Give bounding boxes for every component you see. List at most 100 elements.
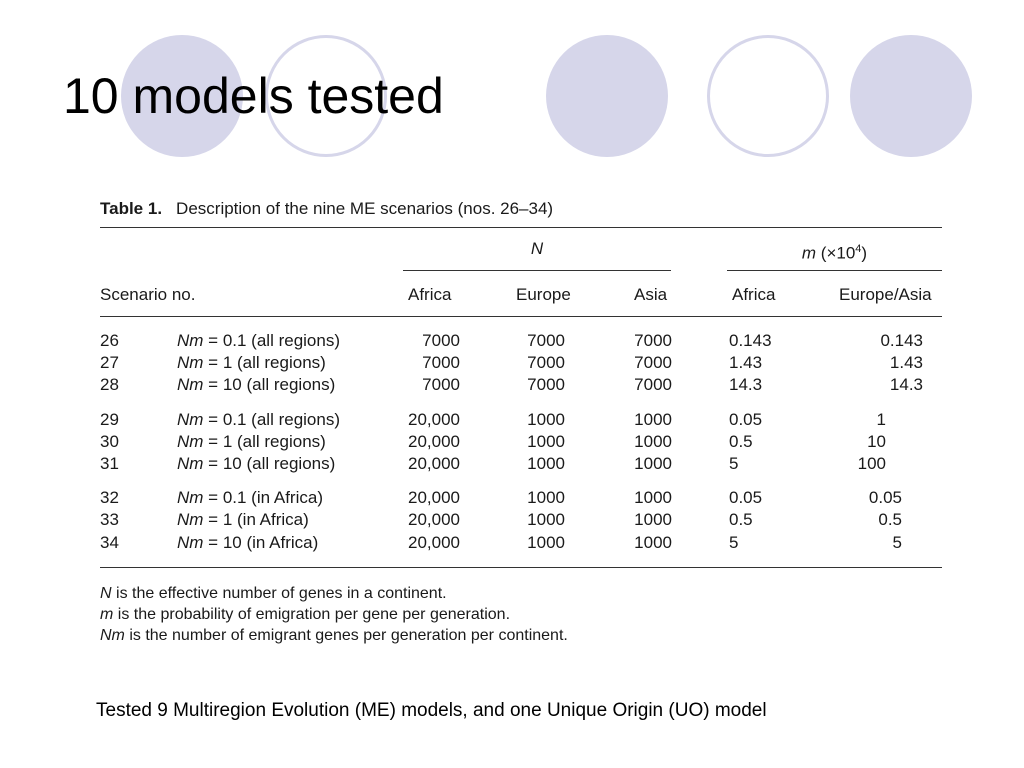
decor-circle-4 [707, 35, 829, 157]
description-text: = 0.1 (in Africa) [203, 488, 323, 507]
cell-europe: 1000 [527, 410, 565, 429]
footnote-symbol: Nm [100, 627, 125, 644]
cell-description: Nm = 1 (in Africa) [177, 510, 309, 530]
cell-no: 32 [100, 488, 119, 507]
description-text: = 1 (all regions) [203, 353, 326, 372]
footnote-text: is the probability of emigration per gen… [113, 606, 511, 623]
col-header-asia-n: Asia [634, 285, 668, 304]
cell-africa: 20,000 [408, 488, 460, 507]
nm-symbol: Nm [177, 510, 204, 529]
cell-europe: 1000 [527, 432, 565, 451]
cell-asia: 1000 [634, 533, 672, 552]
cell-m-eurasia: 10 [867, 432, 886, 451]
footnote: m is the probability of emigration per g… [100, 604, 568, 625]
cell-africa: 20,000 [408, 410, 460, 429]
cell-no: 30 [100, 432, 119, 451]
description-text: = 1 (in Africa) [203, 510, 309, 529]
description-text: = 10 (all regions) [203, 375, 336, 394]
cell-m-africa: 1.43 [729, 353, 763, 372]
cell-description: Nm = 0.1 (in Africa) [177, 488, 323, 508]
group-header-m-exp: 4 [855, 243, 862, 255]
col-header-africa-m: Africa [732, 285, 776, 304]
nm-symbol: Nm [177, 432, 204, 451]
table-label: Table 1. [100, 199, 163, 218]
cell-africa: 20,000 [408, 432, 460, 451]
cell-europe: 7000 [527, 331, 565, 350]
group-rule-n [403, 270, 671, 271]
col-header-scenario: Scenario no. [100, 285, 196, 304]
group-header-m-symbol: m [801, 243, 817, 263]
cell-m-africa: 14.3 [729, 375, 763, 394]
table-caption: Table 1. Description of the nine ME scena… [100, 199, 553, 219]
cell-description: Nm = 10 (all regions) [177, 454, 335, 474]
cell-europe: 1000 [527, 533, 565, 552]
cell-asia: 7000 [634, 353, 672, 372]
header-rule [100, 316, 942, 317]
footnote-text: is the number of emigrant genes per gene… [124, 627, 568, 644]
cell-description: Nm = 10 (all regions) [177, 375, 335, 395]
col-header-eurasia-m: Europe/Asia [839, 285, 932, 304]
col-header-africa-n: Africa [408, 285, 452, 304]
cell-description: Nm = 1 (all regions) [177, 432, 326, 452]
cell-asia: 1000 [634, 454, 672, 473]
cell-europe: 1000 [527, 454, 565, 473]
cell-description: Nm = 1 (all regions) [177, 353, 326, 373]
footnote-symbol: m [100, 606, 114, 623]
footnote-text: is the effective number of genes in a co… [111, 585, 447, 602]
table-footnotes: N is the effective number of genes in a … [100, 583, 568, 646]
decor-circle-1 [121, 35, 243, 157]
cell-m-eurasia: 0.143 [880, 331, 923, 350]
cell-m-eurasia: 1.43 [889, 353, 923, 372]
cell-m-africa: 0.05 [729, 410, 763, 429]
cell-m-africa: 5 [729, 454, 739, 473]
cell-africa: 20,000 [408, 533, 460, 552]
cell-no: 28 [100, 375, 119, 394]
cell-m-africa: 0.5 [729, 510, 753, 529]
cell-europe: 1000 [527, 488, 565, 507]
top-rule [100, 227, 942, 228]
cell-description: Nm = 0.1 (all regions) [177, 410, 340, 430]
cell-europe: 1000 [527, 510, 565, 529]
cell-africa: 7000 [422, 331, 460, 350]
slide-caption: Tested 9 Multiregion Evolution (ME) mode… [96, 700, 767, 721]
decor-circle-5 [850, 35, 972, 157]
cell-m-eurasia: 1 [876, 410, 886, 429]
group-header-m: m (×104) [727, 239, 942, 264]
cell-asia: 7000 [634, 375, 672, 394]
footnote-symbol: N [100, 585, 112, 602]
col-header-europe-n: Europe [516, 285, 571, 304]
cell-no: 31 [100, 454, 119, 473]
table-caption-text: Description of the nine ME scenarios (no… [176, 199, 554, 218]
cell-no: 27 [100, 353, 119, 372]
slide-title: 10 models tested [63, 68, 444, 124]
cell-africa: 20,000 [408, 454, 460, 473]
nm-symbol: Nm [177, 488, 204, 507]
nm-symbol: Nm [177, 353, 204, 372]
description-text: = 10 (in Africa) [203, 533, 319, 552]
nm-symbol: Nm [177, 454, 204, 473]
cell-europe: 7000 [527, 375, 565, 394]
nm-symbol: Nm [177, 375, 204, 394]
cell-africa: 20,000 [408, 510, 460, 529]
cell-asia: 7000 [634, 331, 672, 350]
cell-no: 26 [100, 331, 119, 350]
nm-symbol: Nm [177, 331, 204, 350]
cell-m-africa: 0.5 [729, 432, 753, 451]
description-text: = 1 (all regions) [203, 432, 326, 451]
cell-africa: 7000 [422, 353, 460, 372]
cell-m-eurasia: 0.5 [878, 510, 902, 529]
footnote: Nm is the number of emigrant genes per g… [100, 625, 568, 646]
cell-m-eurasia: 5 [892, 533, 902, 552]
decor-circle-2 [265, 35, 387, 157]
cell-no: 33 [100, 510, 119, 529]
cell-m-africa: 0.05 [729, 488, 763, 507]
description-text: = 0.1 (all regions) [203, 331, 340, 350]
cell-no: 34 [100, 533, 119, 552]
decor-circle-3 [546, 35, 668, 157]
cell-europe: 7000 [527, 353, 565, 372]
cell-asia: 1000 [634, 510, 672, 529]
cell-africa: 7000 [422, 375, 460, 394]
cell-no: 29 [100, 410, 119, 429]
cell-m-africa: 5 [729, 533, 739, 552]
cell-asia: 1000 [634, 410, 672, 429]
